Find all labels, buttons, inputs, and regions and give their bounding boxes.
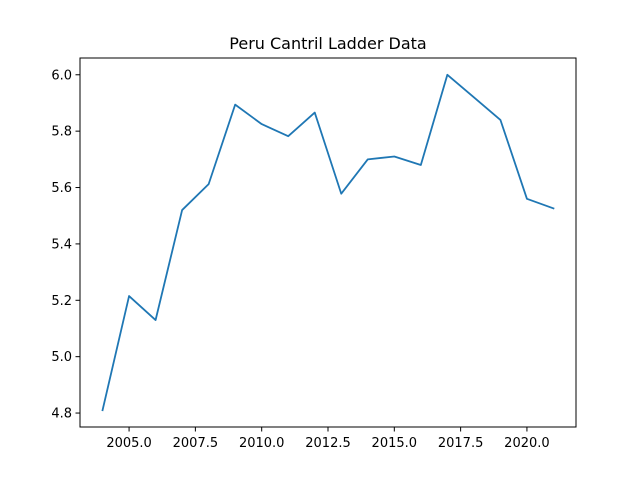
plot-area: 2005.0 2007.5 2010.0 2012.5 2015.0 2017.5 2020… — [51, 57, 577, 451]
y-tick-label: 5.4 — [51, 237, 72, 252]
chart-title: Peru Cantril Ladder Data — [229, 34, 426, 53]
x-tick-label: 2005.0 — [106, 436, 152, 451]
x-tick-label: 2007.5 — [173, 436, 219, 451]
y-tick-label: 5.2 — [51, 294, 72, 309]
x-tick-label: 2017.5 — [438, 436, 484, 451]
y-tick-label: 6.0 — [51, 68, 72, 83]
x-tick-label: 2020.0 — [504, 436, 550, 451]
axes-frame — [79, 57, 577, 428]
series-line-0 — [101, 73, 555, 412]
x-tick-label: 2015.0 — [372, 436, 418, 451]
y-tick-label: 5.6 — [51, 181, 72, 196]
x-tick-label: 2012.5 — [305, 436, 351, 451]
y-tick-label: 5.0 — [51, 350, 72, 365]
y-tick-label: 5.8 — [51, 125, 72, 140]
x-tick-label: 2010.0 — [239, 436, 285, 451]
y-tick-label: 4.8 — [51, 407, 72, 422]
